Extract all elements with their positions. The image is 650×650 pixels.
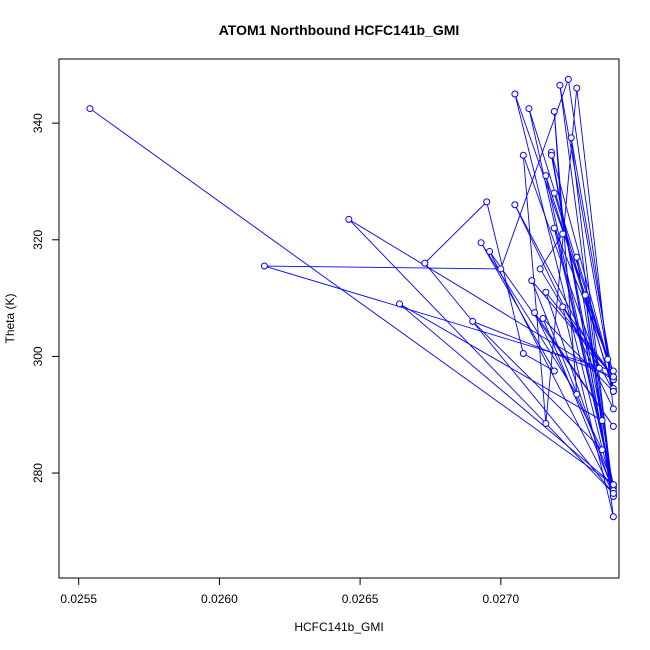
y-axis-label: Theta (K) xyxy=(3,293,17,343)
series-line-segment xyxy=(399,303,603,421)
data-point xyxy=(536,265,544,273)
data-point xyxy=(542,288,550,296)
data-point xyxy=(550,107,558,115)
data-point xyxy=(550,189,558,197)
data-point xyxy=(598,446,606,454)
data-point xyxy=(511,90,519,98)
series-line-segment xyxy=(424,262,614,494)
series-line-segment xyxy=(523,353,555,372)
data-point xyxy=(609,481,617,489)
y-tick-label: 340 xyxy=(31,113,45,133)
series-line-segment xyxy=(522,155,547,424)
series-line-segment xyxy=(553,111,564,234)
data-point xyxy=(525,105,533,113)
x-axis-label: HCFC141b_GMI xyxy=(294,620,383,634)
plot-frame xyxy=(58,58,620,579)
series-points xyxy=(86,75,617,521)
data-point xyxy=(609,405,617,413)
series-line-segment xyxy=(551,155,614,497)
data-point xyxy=(550,367,558,375)
series-line-segment xyxy=(514,204,614,392)
series-line-segment xyxy=(89,108,614,486)
data-point xyxy=(345,215,353,223)
x-tick-label: 0.0265 xyxy=(342,592,379,606)
data-point xyxy=(519,151,527,159)
data-point xyxy=(573,84,581,92)
series-line-segment xyxy=(489,251,614,427)
data-point xyxy=(573,390,581,398)
data-point xyxy=(573,253,581,261)
data-point xyxy=(547,151,555,159)
series-line-segment xyxy=(553,111,578,395)
data-point xyxy=(567,134,575,142)
series-line-segment xyxy=(528,108,614,380)
y-tick-label: 300 xyxy=(31,346,45,366)
data-point xyxy=(421,259,429,267)
data-point xyxy=(486,247,494,255)
data-point xyxy=(396,300,404,308)
data-point xyxy=(531,309,539,317)
data-point xyxy=(598,417,606,425)
data-point xyxy=(528,277,536,285)
data-point xyxy=(556,81,564,89)
y-tick-label: 320 xyxy=(31,229,45,249)
series-line-segment xyxy=(424,201,488,264)
data-point xyxy=(609,513,617,521)
y-axis: 280 300 320 340 xyxy=(31,113,59,483)
series-line-segment xyxy=(514,93,614,494)
chart-title: ATOM1 Northbound HCFC141b_GMI xyxy=(219,22,460,38)
data-point xyxy=(559,230,567,238)
series-line-segment xyxy=(576,88,614,409)
data-point xyxy=(595,364,603,372)
x-axis: 0.0255 0.0260 0.0265 0.0270 xyxy=(60,578,519,606)
data-point xyxy=(604,355,612,363)
data-point xyxy=(260,262,268,270)
data-point xyxy=(497,265,505,273)
series-line-segment xyxy=(480,242,555,372)
data-point xyxy=(581,291,589,299)
series-line-segment xyxy=(480,242,578,395)
data-point xyxy=(550,224,558,232)
data-point xyxy=(609,422,617,430)
x-tick-label: 0.0260 xyxy=(201,592,238,606)
data-point xyxy=(539,315,547,322)
series-line-segment xyxy=(472,320,614,378)
data-point xyxy=(483,198,491,206)
data-point xyxy=(519,349,527,357)
data-point xyxy=(477,239,485,247)
data-point xyxy=(609,373,617,381)
data-point xyxy=(542,172,550,180)
data-point xyxy=(542,419,550,427)
data-point xyxy=(609,387,617,395)
series-line-segment xyxy=(570,137,614,497)
series-line-segment xyxy=(348,218,614,381)
series-line-segment xyxy=(486,201,524,354)
series-line-segment xyxy=(539,233,564,270)
data-point xyxy=(564,75,572,83)
series-line-segment xyxy=(545,88,578,424)
data-point xyxy=(469,317,477,325)
data-point xyxy=(609,489,617,497)
series-line-segment xyxy=(570,137,614,380)
series-line-segment xyxy=(562,306,614,517)
series-line-segment xyxy=(542,318,614,491)
series-line-segment xyxy=(522,155,600,369)
series-line-segment xyxy=(399,303,614,486)
x-tick-label: 0.0270 xyxy=(482,592,519,606)
data-point xyxy=(559,303,567,311)
data-point xyxy=(511,201,519,209)
data-point xyxy=(609,367,617,375)
data-point xyxy=(86,105,94,113)
series-line-segment xyxy=(264,265,501,270)
y-tick-label: 280 xyxy=(31,463,45,483)
series-line-segment xyxy=(531,280,614,378)
x-tick-label: 0.0255 xyxy=(60,592,97,606)
